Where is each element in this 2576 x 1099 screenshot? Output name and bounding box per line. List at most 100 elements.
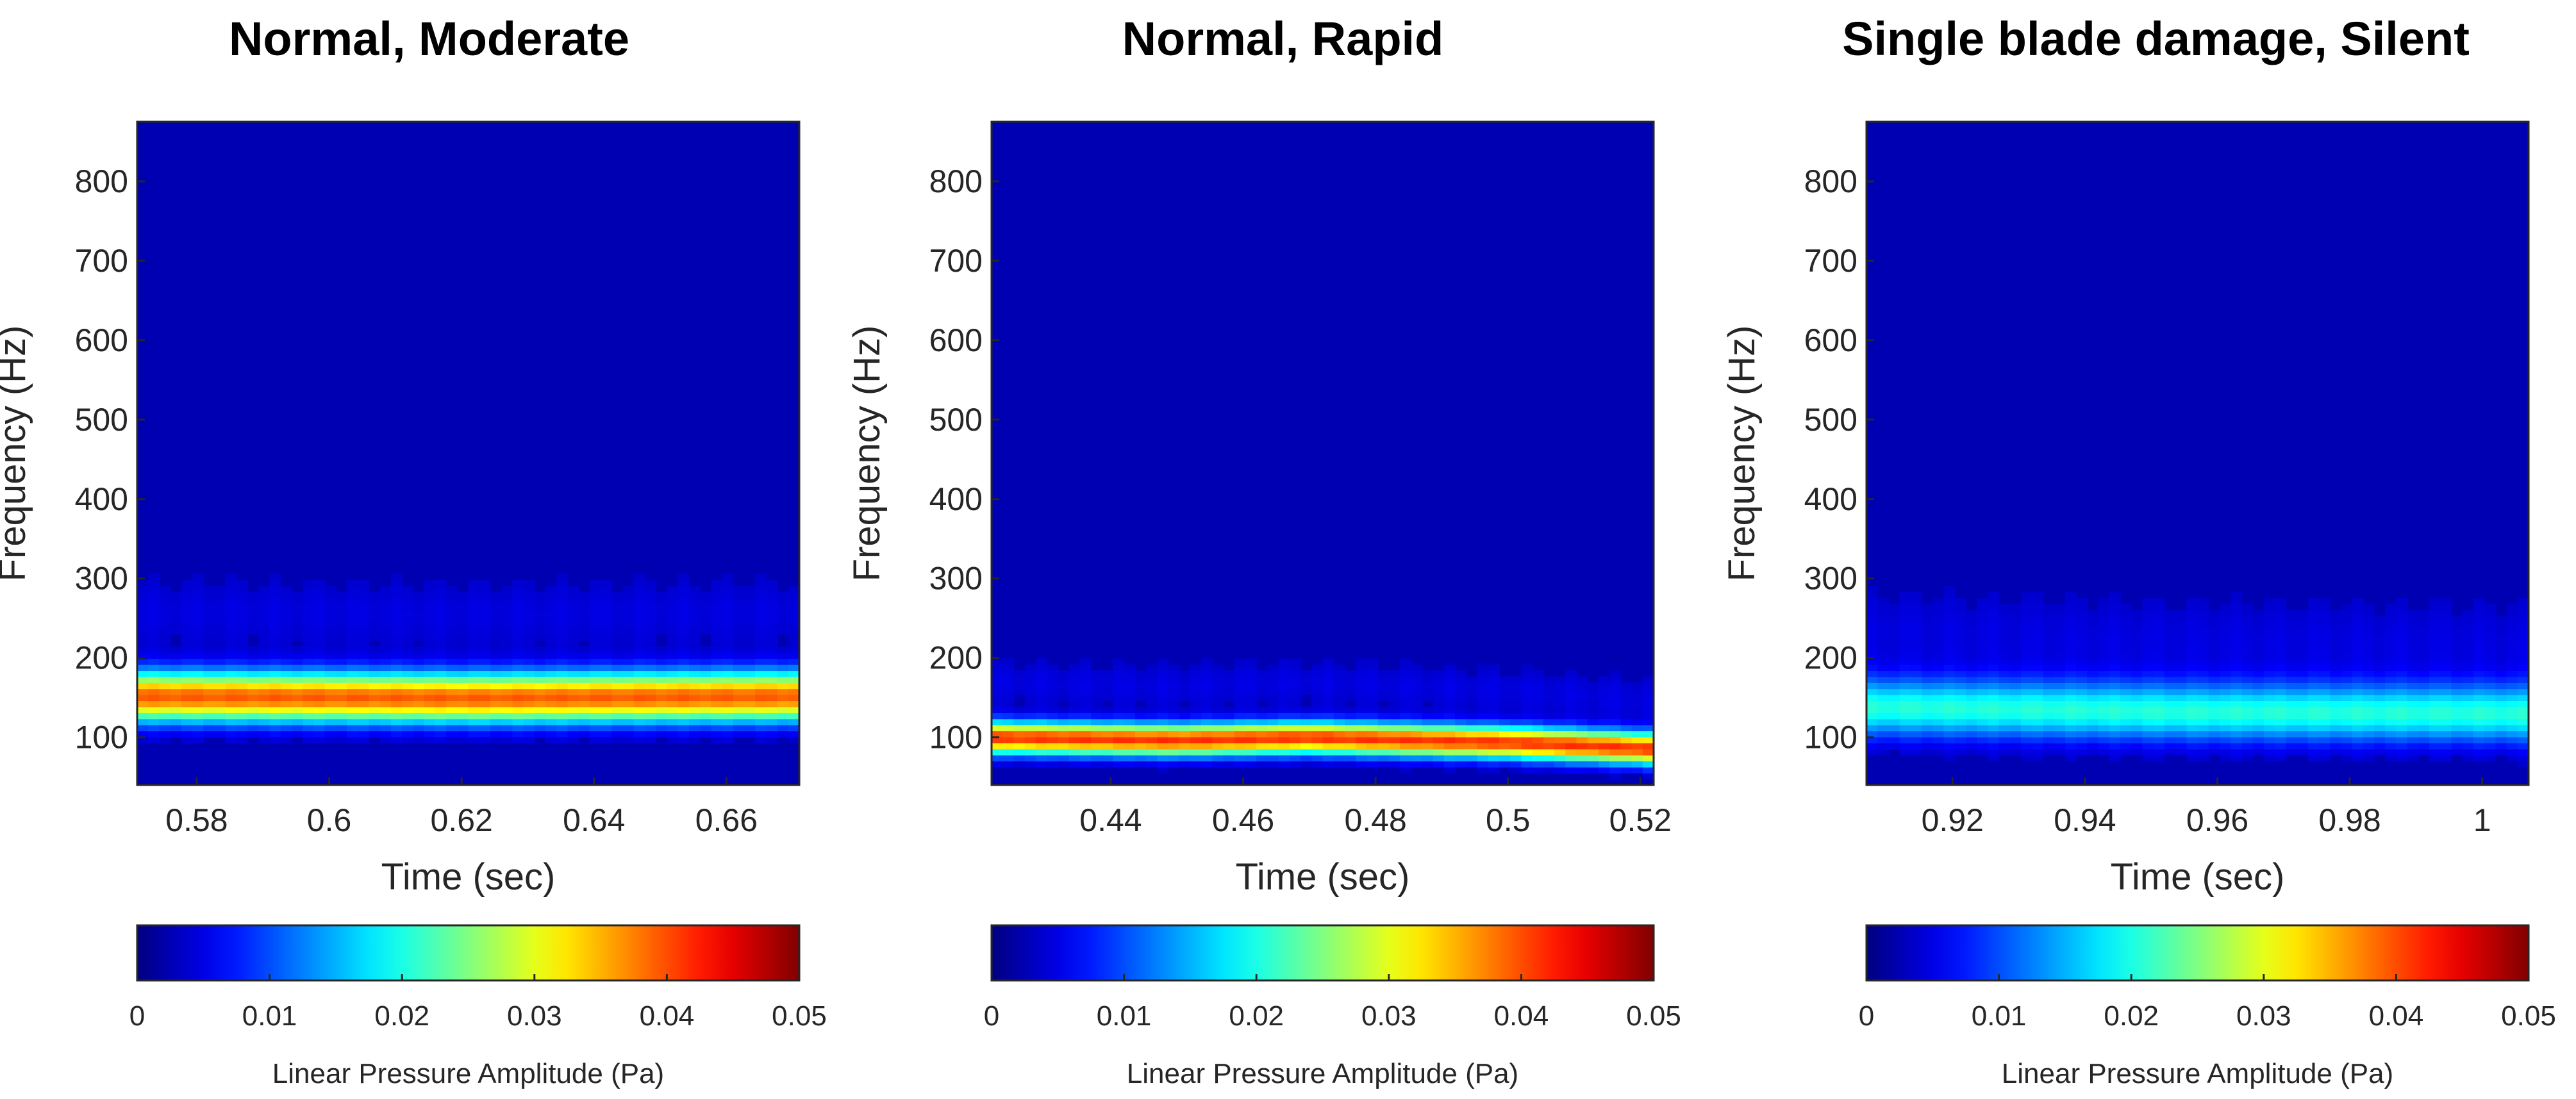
heatmap-cell: [2440, 634, 2452, 641]
heatmap-cell: [479, 628, 491, 635]
heatmap-cell: [148, 736, 160, 743]
heatmap-cell: [633, 586, 645, 593]
heatmap-cell: [512, 694, 524, 702]
heatmap-cell: [358, 598, 370, 605]
heatmap-cell: [2429, 646, 2441, 653]
heatmap-cell: [1932, 706, 1945, 713]
heatmap-cell: [1377, 688, 1390, 695]
heatmap-cell: [2451, 736, 2463, 743]
heatmap-cell: [2484, 604, 2497, 611]
heatmap-cell: [479, 604, 491, 611]
heatmap-cell: [578, 688, 590, 695]
heatmap-cell: [567, 634, 579, 641]
heatmap-cell: [1223, 688, 1235, 695]
heatmap-cell: [2087, 724, 2099, 732]
heatmap-cell: [1102, 670, 1114, 677]
heatmap-cell: [644, 604, 656, 611]
heatmap-cell: [181, 616, 193, 623]
heatmap-cell: [2385, 688, 2397, 695]
heatmap-cell: [379, 634, 392, 641]
heatmap-cell: [1058, 748, 1070, 756]
heatmap-cell: [611, 598, 624, 605]
heatmap-cell: [1910, 748, 1922, 756]
heatmap-cell: [347, 676, 359, 683]
heatmap-cell: [2484, 748, 2497, 756]
heatmap-cell: [2363, 682, 2375, 690]
heatmap-cell: [2153, 646, 2165, 653]
heatmap-cell: [2098, 664, 2110, 672]
heatmap-cell: [1888, 604, 1900, 611]
heatmap-cell: [2241, 616, 2254, 623]
heatmap-cell: [2219, 724, 2231, 732]
heatmap-cell: [1157, 731, 1169, 738]
heatmap-cell: [644, 706, 656, 713]
heatmap-cell: [1333, 718, 1345, 725]
heatmap-cell: [2175, 616, 2188, 623]
heatmap-cell: [1543, 706, 1555, 713]
heatmap-cell: [1134, 724, 1147, 732]
heatmap-cell: [2451, 700, 2463, 707]
heatmap-cell: [1058, 754, 1070, 762]
heatmap-cell: [2219, 604, 2231, 611]
heatmap-cell: [1102, 754, 1114, 762]
heatmap-cell: [501, 731, 513, 738]
heatmap-cell: [545, 586, 558, 593]
heatmap-cell: [2352, 610, 2364, 617]
heatmap-cell: [292, 682, 304, 690]
heatmap-cell: [1477, 694, 1489, 702]
heatmap-cell: [1124, 718, 1136, 725]
heatmap-cell: [1910, 610, 1922, 617]
heatmap-cell: [2186, 724, 2198, 732]
heatmap-cell: [369, 700, 381, 707]
heatmap-cell: [2054, 724, 2066, 732]
heatmap-cell: [1212, 713, 1224, 720]
heatmap-cell: [2219, 731, 2231, 738]
heatmap-cell: [611, 634, 624, 641]
heatmap-cell: [148, 586, 160, 593]
heatmap-cell: [1090, 713, 1102, 720]
heatmap-cell: [303, 634, 315, 641]
heatmap-cell: [2440, 658, 2452, 665]
heatmap-cell: [324, 706, 337, 713]
heatmap-cell: [2385, 736, 2397, 743]
heatmap-cell: [2440, 628, 2452, 635]
heatmap-cell: [1058, 670, 1070, 677]
heatmap-cell: [2043, 688, 2055, 695]
heatmap-cell: [1477, 670, 1489, 677]
heatmap-cell: [1998, 706, 2011, 713]
heatmap-cell: [2252, 682, 2264, 690]
heatmap-cell: [2451, 688, 2463, 695]
heatmap-cell: [358, 688, 370, 695]
heatmap-cell: [2330, 640, 2342, 647]
heatmap-cell: [2297, 682, 2309, 690]
heatmap-cell: [1910, 731, 1922, 738]
heatmap-cell: [457, 664, 469, 672]
heatmap-cell: [2175, 658, 2188, 665]
heatmap-cell: [347, 700, 359, 707]
heatmap-cell: [2484, 743, 2497, 750]
heatmap-cell: [501, 676, 513, 683]
heatmap-cell: [788, 628, 800, 635]
heatmap-cell: [1300, 754, 1313, 762]
heatmap-cell: [578, 694, 590, 702]
heatmap-cell: [2418, 634, 2430, 641]
heatmap-cell: [1988, 724, 2000, 732]
heatmap-cell: [1311, 688, 1324, 695]
heatmap-cell: [2407, 664, 2419, 672]
heatmap-cell: [347, 724, 359, 732]
heatmap-cell: [137, 670, 149, 677]
heatmap-cell: [446, 718, 458, 725]
heatmap-cell: [1888, 743, 1900, 750]
heatmap-cell: [2473, 622, 2485, 629]
heatmap-cell: [1090, 676, 1102, 683]
heatmap-cell: [1866, 688, 1879, 695]
heatmap-cell: [1058, 761, 1070, 768]
heatmap-cell: [2054, 664, 2066, 672]
heatmap-cell: [1521, 761, 1533, 768]
heatmap-cell: [766, 736, 778, 743]
heatmap-cell: [677, 713, 690, 720]
heatmap-cell: [2142, 682, 2154, 690]
heatmap-cell: [1988, 598, 2000, 605]
heatmap-cell: [181, 736, 193, 743]
heatmap-cell: [170, 688, 182, 695]
